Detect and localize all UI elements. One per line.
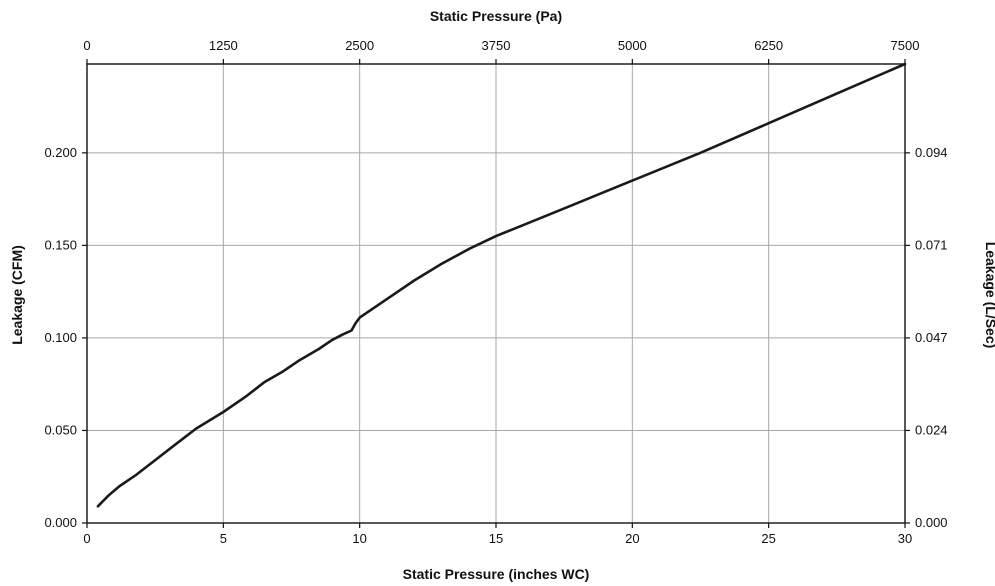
- y-right-tick-label: 0.024: [915, 422, 948, 437]
- x-top-axis-title: Static Pressure (Pa): [430, 8, 562, 24]
- x-top-tick-label: 6250: [754, 38, 783, 53]
- y-tick-label: 0.100: [44, 330, 77, 345]
- x-tick-label: 0: [83, 531, 90, 546]
- x-top-tick-label: 1250: [209, 38, 238, 53]
- x-tick-label: 10: [352, 531, 366, 546]
- y-right-tick-label: 0.071: [915, 237, 948, 252]
- x-top-tick-label: 7500: [891, 38, 920, 53]
- x-top-tick-label: 2500: [345, 38, 374, 53]
- y-right-tick-label: 0.000: [915, 515, 948, 530]
- y-tick-label: 0.050: [44, 422, 77, 437]
- y-tick-label: 0.000: [44, 515, 77, 530]
- series-layer: [96, 62, 907, 508]
- leakage-series-line: [96, 62, 907, 508]
- x-top-tick-label: 3750: [482, 38, 511, 53]
- x-top-tick-label: 5000: [618, 38, 647, 53]
- x-tick-label: 20: [625, 531, 639, 546]
- y-axis-title: Leakage (CFM): [9, 245, 25, 345]
- tick-marks: [82, 59, 910, 528]
- x-top-tick-label: 0: [83, 38, 90, 53]
- y-tick-label: 0.200: [44, 145, 77, 160]
- x-tick-label: 15: [489, 531, 503, 546]
- y-right-tick-label: 0.094: [915, 145, 948, 160]
- x-tick-label: 30: [898, 531, 912, 546]
- y-right-axis-title: Leakage (L/Sec): [983, 242, 995, 349]
- y-tick-label: 0.150: [44, 237, 77, 252]
- x-axis-title: Static Pressure (inches WC): [403, 566, 590, 582]
- grid-lines: [87, 64, 905, 523]
- y-right-tick-label: 0.047: [915, 330, 948, 345]
- x-tick-label: 25: [761, 531, 775, 546]
- x-tick-label: 5: [220, 531, 227, 546]
- tick-labels: 0 5 10 15 20 25 30 0 1250 2500 3750 5000 6250 7500 0.0…: [44, 38, 947, 546]
